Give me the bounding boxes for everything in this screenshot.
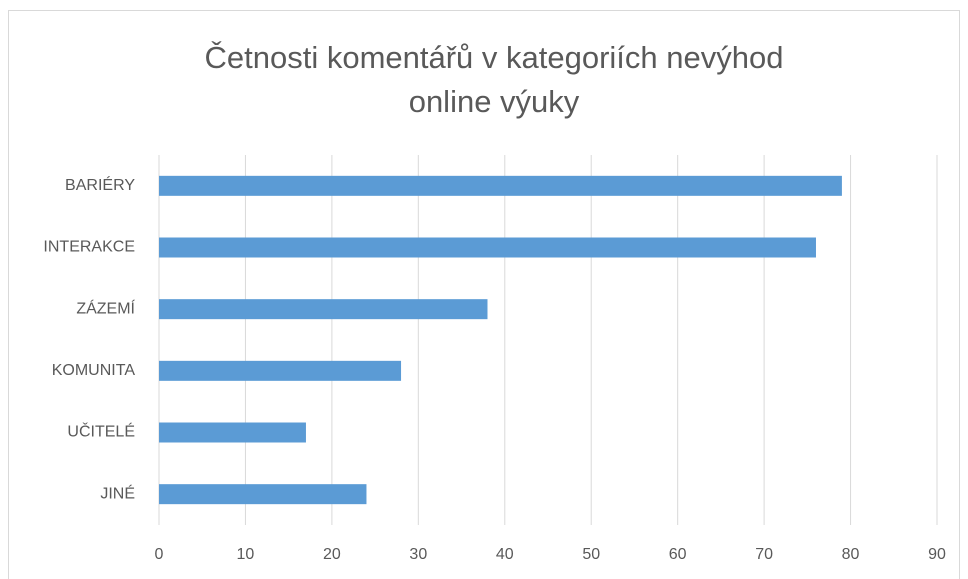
x-tick-label: 0 [155, 546, 164, 563]
x-tick-label: 60 [669, 546, 687, 563]
bar [159, 237, 816, 258]
chart-title: Četnosti komentářů v kategoriích nevýhod… [204, 40, 784, 119]
chart-frame [8, 10, 960, 579]
y-tick-label: ZÁZEMÍ [76, 298, 135, 317]
x-tick-label: 20 [323, 546, 341, 563]
x-tick-label: 80 [842, 546, 860, 563]
bar [159, 422, 306, 443]
bar [159, 360, 402, 381]
x-tick-label: 30 [409, 546, 427, 563]
y-tick-label: BARIÉRY [65, 175, 135, 194]
bar [159, 484, 367, 505]
x-tick-label: 70 [755, 546, 773, 563]
y-tick-label: INTERAKCE [43, 239, 135, 256]
x-tick-label: 40 [496, 546, 514, 563]
bar [159, 299, 488, 320]
y-tick-label: UČITELÉ [67, 422, 135, 441]
bar [159, 175, 842, 196]
x-tick-label: 10 [237, 546, 255, 563]
x-tick-label: 50 [582, 546, 600, 563]
x-tick-label: 90 [928, 546, 946, 563]
y-tick-label: KOMUNITA [52, 362, 136, 379]
y-tick-label: JINÉ [100, 483, 135, 502]
